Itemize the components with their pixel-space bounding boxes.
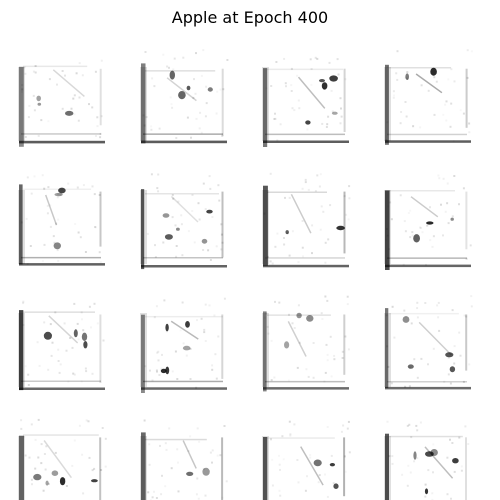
generated-sample-image — [139, 293, 229, 393]
generated-sample-image — [139, 416, 229, 500]
generated-sample-image — [17, 293, 107, 393]
generated-sample-image — [139, 170, 229, 270]
generated-sample-image — [17, 47, 107, 147]
generated-sample-image — [383, 170, 473, 270]
generated-sample-image — [261, 293, 351, 393]
generated-sample-image — [383, 47, 473, 147]
generated-sample-image — [17, 170, 107, 270]
generated-sample-image — [383, 416, 473, 500]
generated-sample-image — [17, 416, 107, 500]
generated-sample-image — [383, 293, 473, 393]
generated-sample-image — [261, 47, 351, 147]
generated-sample-image — [261, 416, 351, 500]
generated-sample-image — [139, 47, 229, 147]
generated-sample-image — [261, 170, 351, 270]
figure-title: Apple at Epoch 400 — [171, 8, 329, 27]
